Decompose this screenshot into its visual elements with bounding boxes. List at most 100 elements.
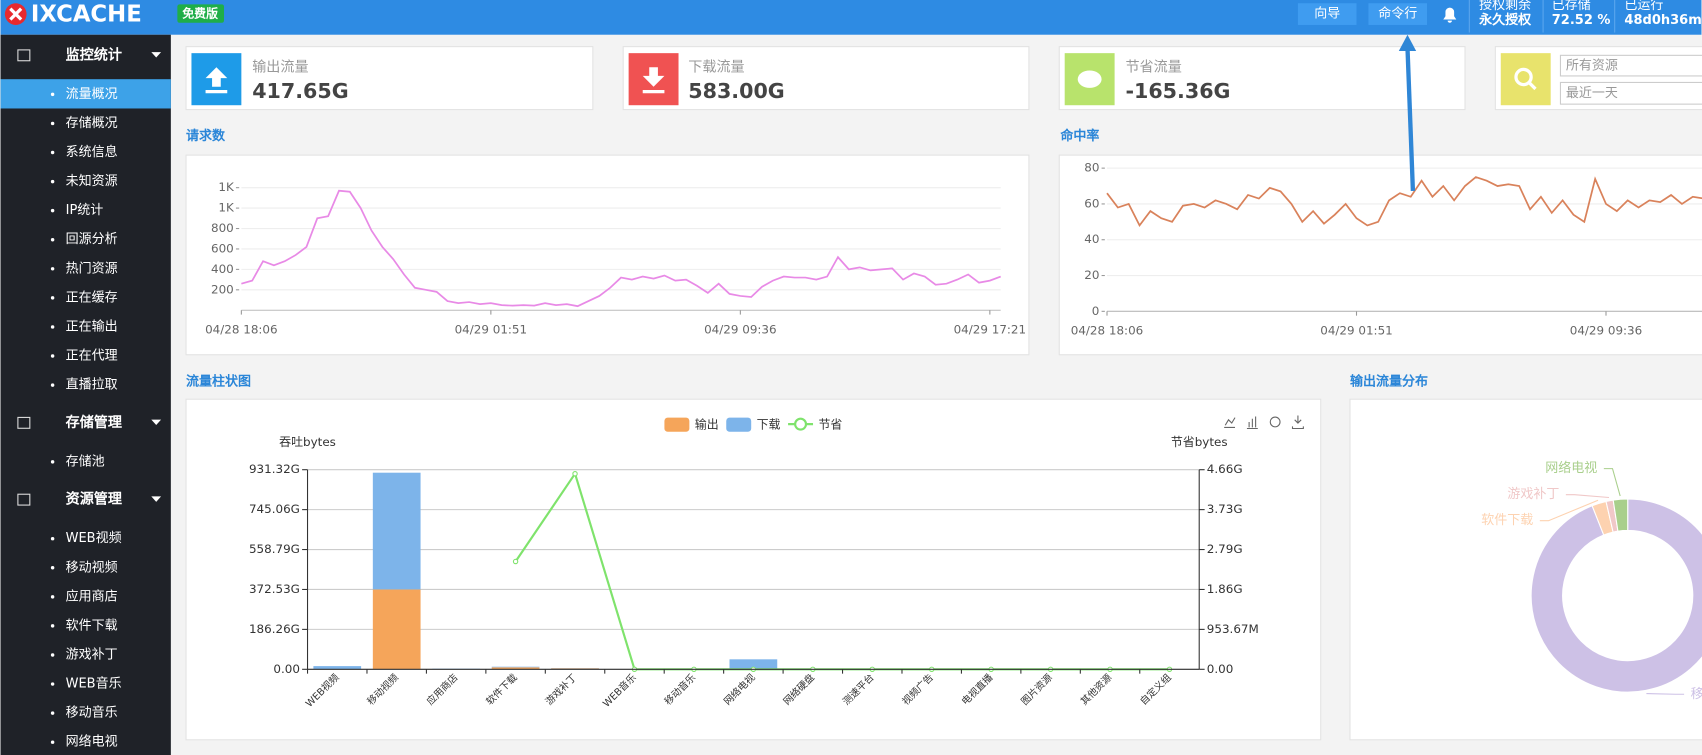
status-value: 永久授权 xyxy=(1478,12,1532,28)
annotation-arrow-head xyxy=(1398,34,1417,51)
y-tick-label: 1K xyxy=(218,201,235,215)
menu-item[interactable]: 正在代理 xyxy=(66,349,118,364)
y-tick-label: 186.26G xyxy=(249,622,300,636)
menu-item[interactable]: 存储池 xyxy=(66,454,105,469)
bell-icon[interactable] xyxy=(1443,7,1457,23)
tool-save[interactable] xyxy=(1291,415,1304,430)
y-tick-label: 558.79G xyxy=(249,542,300,556)
menu-item[interactable]: 正在缓存 xyxy=(66,290,118,305)
resource-placeholder[interactable]: 所有资源 xyxy=(1566,59,1618,74)
menu-item[interactable]: 系统信息 xyxy=(66,144,118,160)
y2-tick-label: 0.00 xyxy=(1207,662,1234,676)
menu-item[interactable]: 移动视频 xyxy=(66,560,118,575)
menu-section[interactable]: 资源管理 xyxy=(66,491,122,508)
tool-restore[interactable] xyxy=(1269,416,1281,428)
menu-bullet xyxy=(50,595,55,599)
menu-item[interactable]: 回源分析 xyxy=(66,232,118,247)
logo-x xyxy=(9,7,23,21)
menu-caret xyxy=(151,419,162,426)
annotation-arrow xyxy=(1405,47,1416,192)
tool-bar[interactable] xyxy=(1246,416,1258,430)
menu-item[interactable]: 热门资源 xyxy=(66,261,118,276)
y2-axis-label: 节省bytes xyxy=(1171,435,1228,449)
menu-section[interactable]: 监控统计 xyxy=(66,46,122,63)
legend-label[interactable]: 下载 xyxy=(757,418,781,432)
menu-item[interactable]: WEB音乐 xyxy=(66,676,122,692)
edition-text: 免费版 xyxy=(182,7,218,21)
menu-bullet xyxy=(50,150,55,155)
chart-title: 请求数 xyxy=(186,128,226,144)
menu-item[interactable]: 流量概况 xyxy=(66,87,118,102)
y2-tick-label: 3.73G xyxy=(1207,502,1243,516)
stat-label: 输出流量 xyxy=(252,59,308,75)
x-tick-label: 04/29 09:36 xyxy=(704,322,777,336)
pie-leader xyxy=(1646,693,1685,695)
y2-tick-label: 953.67M xyxy=(1207,622,1259,636)
menu-caret xyxy=(151,496,162,502)
menu-bullet xyxy=(50,267,55,271)
bar-segment xyxy=(372,589,421,670)
menu-caret xyxy=(151,52,162,58)
menu-bullet xyxy=(50,208,55,213)
menu-bullet xyxy=(50,711,55,715)
toolbox[interactable] xyxy=(1224,415,1304,430)
menu-item[interactable]: 直播拉取 xyxy=(66,378,118,393)
logo-text: IXCACHE xyxy=(31,2,142,28)
piggy-glyph xyxy=(1077,70,1102,88)
y-tick-label: 0 xyxy=(1092,304,1100,318)
line-series xyxy=(241,189,1002,308)
bar-segment xyxy=(372,472,421,590)
menu-bullet xyxy=(50,460,55,464)
resource-select[interactable] xyxy=(1559,54,1702,77)
y-tick-label: 200 xyxy=(211,282,234,296)
guide-label[interactable]: 向导 xyxy=(1314,6,1340,22)
bar-segment xyxy=(729,659,778,669)
menu-active xyxy=(0,79,171,109)
guide-button[interactable] xyxy=(1297,3,1357,25)
menu-item[interactable]: 软件下载 xyxy=(66,618,118,633)
legend-label[interactable]: 节省 xyxy=(818,418,842,432)
menu-bullet xyxy=(50,740,55,744)
menu-item[interactable]: 移动音乐 xyxy=(66,705,118,721)
x-tick-label: 04/28 18:06 xyxy=(1071,323,1144,337)
menu-bullet xyxy=(50,92,55,97)
range-placeholder[interactable]: 最近一天 xyxy=(1566,86,1618,101)
magnifier-glyph xyxy=(1527,81,1537,91)
chart-title: 输出流量分布 xyxy=(1350,373,1428,389)
menu-icon xyxy=(17,49,31,62)
pie-label: 游戏补丁 xyxy=(1507,487,1559,502)
stat-value: 417.65G xyxy=(252,79,348,103)
search-icon[interactable] xyxy=(1500,53,1551,106)
menu-item[interactable]: 应用商店 xyxy=(66,588,118,604)
menu-bullet xyxy=(50,296,55,300)
y2-tick-label: 1.86G xyxy=(1207,582,1243,596)
menu-item[interactable]: WEB视频 xyxy=(66,531,122,546)
menu-bullet xyxy=(50,354,55,358)
legend-label[interactable]: 输出 xyxy=(695,418,719,432)
cli-label[interactable]: 命令行 xyxy=(1378,6,1417,22)
range-select[interactable] xyxy=(1559,81,1702,105)
panel xyxy=(185,154,1030,356)
menu-item[interactable]: 正在输出 xyxy=(66,318,118,334)
tool-line[interactable] xyxy=(1224,417,1236,428)
stat-card xyxy=(185,46,594,111)
status-label: 已存储 xyxy=(1552,0,1591,13)
stat-card xyxy=(1058,46,1466,111)
stat-card xyxy=(622,46,1030,111)
menu-bullet xyxy=(50,653,55,657)
y-tick-label: 931.32G xyxy=(249,462,300,476)
menu-item[interactable]: IP统计 xyxy=(66,203,104,218)
pie-slice xyxy=(1612,498,1629,532)
cli-button[interactable] xyxy=(1368,3,1428,25)
y2-tick-label: 2.79G xyxy=(1207,542,1243,556)
menu-item[interactable]: 存储概况 xyxy=(66,116,118,131)
menu-section[interactable]: 存储管理 xyxy=(66,414,122,431)
sidebar xyxy=(0,34,171,755)
menu-item[interactable]: 未知资源 xyxy=(66,173,118,189)
line-series xyxy=(1106,176,1702,228)
menu-item[interactable]: 网络电视 xyxy=(66,734,118,750)
menu-item[interactable]: 游戏补丁 xyxy=(66,647,118,662)
y-tick-label: 600 xyxy=(211,241,234,255)
bar-segment xyxy=(491,666,540,668)
